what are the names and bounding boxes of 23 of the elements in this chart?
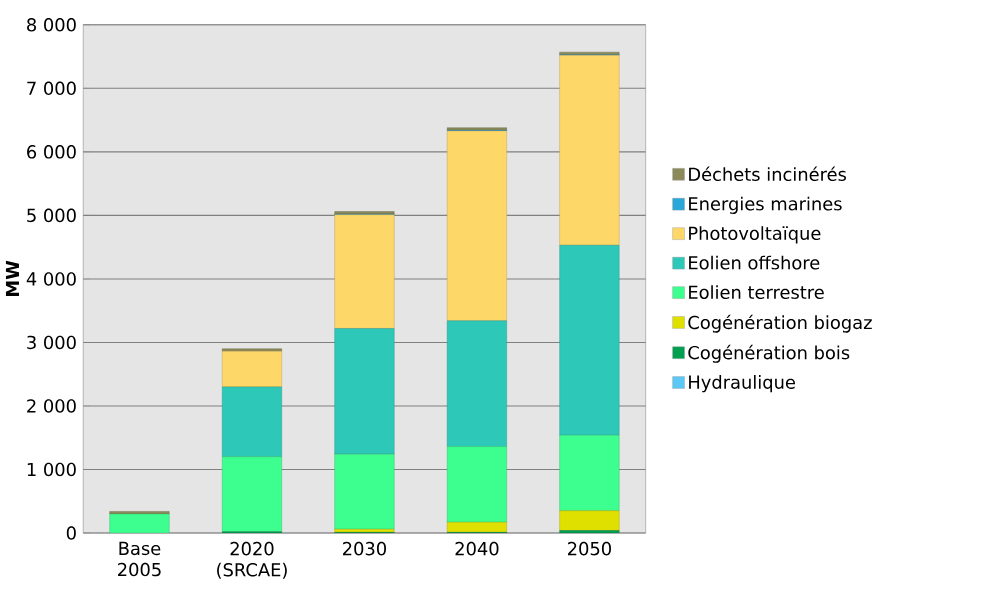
legend-label: Cogénération bois [688,344,850,363]
legend-label: Déchets incinérés [689,166,847,181]
x-tick-label: 2020 (SRCAE) [217,541,287,579]
legend-label: Photovoltaïque [689,226,821,244]
y-axis-title: MW [5,260,19,296]
y-tick-label: 4 000 [26,271,76,286]
y-tick-label: 7 000 [27,81,76,95]
legend-label: Eolien terrestre [689,284,824,299]
legend-label: Cogénération biogaz [688,314,872,333]
y-tick-label: 3 000 [27,335,76,349]
x-tick-label: 2040 [455,541,499,556]
x-tick-label: 2030 [343,541,386,556]
y-tick-label: 1 000 [27,462,76,477]
y-tick-label: 2 000 [27,399,76,413]
y-tick-label: 6 000 [27,144,76,159]
legend-label: Hydraulique [689,374,795,393]
x-tick-label: Base 2005 [118,541,161,577]
y-tick-label: 8 000 [27,17,76,32]
y-tick-label: 0 [66,526,76,540]
legend-label: Energies marines [689,196,842,214]
x-tick-label: 2050 [568,541,611,556]
legend-label: Eolien offshore [689,255,820,270]
y-tick-label: 5 000 [27,208,76,222]
